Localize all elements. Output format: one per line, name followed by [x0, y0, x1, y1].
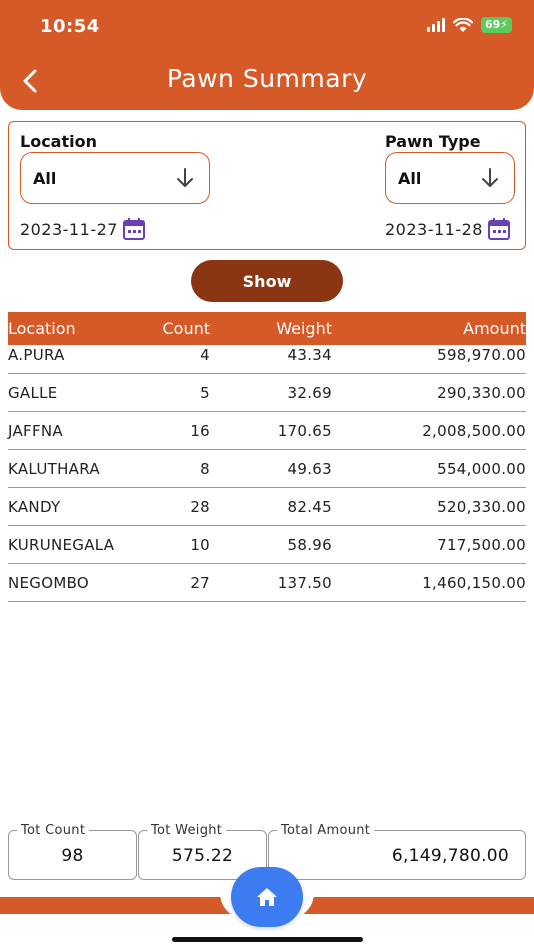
signal-icon — [426, 18, 445, 32]
row-amount: 1,460,150.00 — [422, 573, 526, 592]
row-count: 10 — [190, 535, 210, 554]
home-button[interactable] — [231, 867, 303, 927]
row-amount: 598,970.00 — [437, 346, 526, 364]
row-count: 28 — [190, 497, 210, 516]
row-weight: 32.69 — [287, 383, 332, 402]
calendar-icon — [122, 218, 145, 240]
row-location: KURUNEGALA — [8, 535, 115, 554]
row-location: NEGOMBO — [8, 573, 90, 592]
table-row[interactable]: KANDY 28 82.45 520,330.00 — [8, 488, 526, 526]
row-amount: 520,330.00 — [437, 497, 526, 516]
summary-table: Location Count Weight Amount A.PURA 4 43… — [8, 312, 526, 602]
row-weight: 43.34 — [287, 346, 332, 364]
location-label: Location — [20, 132, 97, 151]
arrow-down-icon — [482, 168, 498, 187]
row-amount: 554,000.00 — [437, 459, 526, 478]
row-count: 5 — [200, 383, 210, 402]
row-count: 4 — [200, 346, 210, 364]
wifi-icon — [452, 17, 473, 32]
row-weight: 82.45 — [287, 497, 332, 516]
pawn-type-value: All — [398, 168, 422, 188]
status-time: 10:54 — [40, 16, 100, 37]
row-weight: 137.50 — [277, 573, 332, 592]
table-row[interactable]: A.PURA 4 43.34 598,970.00 — [8, 345, 526, 374]
row-location: A.PURA — [8, 346, 65, 364]
table-header: Location Count Weight Amount — [8, 312, 526, 345]
row-location: KALUTHARA — [8, 459, 100, 478]
page-title: Pawn Summary — [166, 64, 368, 93]
header-count: Count — [162, 319, 210, 338]
pawn-type-label: Pawn Type — [385, 132, 481, 151]
header-weight: Weight — [276, 319, 332, 338]
to-date: 2023-11-28 — [385, 219, 483, 239]
row-amount: 290,330.00 — [437, 383, 526, 402]
row-location: JAFFNA — [8, 421, 63, 440]
from-date-picker[interactable]: 2023-11-27 — [20, 217, 146, 241]
tot-count-box: Tot Count 98 — [8, 823, 137, 880]
table-row[interactable]: JAFFNA 16 170.65 2,008,500.00 — [8, 412, 526, 450]
pawn-type-dropdown[interactable]: All — [385, 152, 515, 204]
row-count: 16 — [190, 421, 210, 440]
table-row[interactable]: NEGOMBO 27 137.50 1,460,150.00 — [8, 564, 526, 602]
row-location: GALLE — [8, 383, 58, 402]
tot-weight-box: Tot Weight 575.22 — [138, 823, 267, 880]
back-arrow-icon[interactable] — [18, 66, 42, 96]
home-icon — [257, 888, 277, 906]
row-count: 8 — [200, 459, 210, 478]
battery-indicator: 69⚡ — [480, 17, 512, 33]
row-weight: 49.63 — [287, 459, 332, 478]
total-amount-label: Total Amount — [277, 823, 375, 838]
to-date-picker[interactable]: 2023-11-28 — [385, 217, 511, 241]
header-amount: Amount — [463, 319, 526, 338]
tot-count-label: Tot Count — [17, 823, 90, 838]
table-row[interactable]: KALUTHARA 8 49.63 554,000.00 — [8, 450, 526, 488]
home-indicator — [172, 937, 363, 942]
header-location: Location — [8, 319, 76, 338]
tot-weight-label: Tot Weight — [147, 823, 227, 838]
arrow-down-icon — [177, 168, 193, 187]
app-header: 10:54 69⚡ Pawn Summary — [0, 0, 534, 110]
total-amount-value: 6,149,780.00 — [391, 846, 509, 866]
show-button[interactable]: Show — [191, 260, 343, 302]
tot-weight-value: 575.22 — [171, 846, 234, 866]
total-amount-box: Total Amount 6,149,780.00 — [268, 823, 526, 880]
filter-card: Location All 2023-11-27 Pawn Type All 20… — [8, 121, 526, 250]
row-count: 27 — [190, 573, 210, 592]
tot-count-value: 98 — [61, 846, 84, 866]
table-row[interactable]: GALLE 5 32.69 290,330.00 — [8, 374, 526, 412]
status-icons: 69⚡ — [426, 17, 512, 33]
row-weight: 58.96 — [287, 535, 332, 554]
table-row[interactable]: KURUNEGALA 10 58.96 717,500.00 — [8, 526, 526, 564]
row-amount: 2,008,500.00 — [422, 421, 526, 440]
row-location: KANDY — [8, 497, 61, 516]
row-amount: 717,500.00 — [437, 535, 526, 554]
calendar-icon — [487, 218, 510, 240]
location-value: All — [33, 168, 57, 188]
location-dropdown[interactable]: All — [20, 152, 210, 204]
row-weight: 170.65 — [277, 421, 332, 440]
from-date: 2023-11-27 — [20, 219, 118, 239]
